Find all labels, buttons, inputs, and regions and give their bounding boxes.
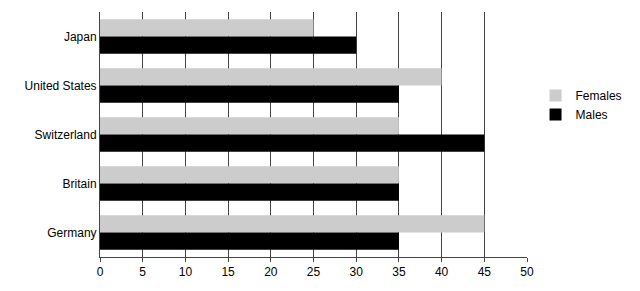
- svg-text:0: 0: [97, 265, 104, 279]
- svg-text:Switzerland: Switzerland: [35, 128, 97, 142]
- svg-text:10: 10: [179, 265, 193, 279]
- svg-text:20: 20: [264, 265, 278, 279]
- svg-text:Japan: Japan: [64, 30, 97, 44]
- svg-text:45: 45: [478, 265, 492, 279]
- svg-text:15: 15: [221, 265, 235, 279]
- svg-text:5: 5: [139, 265, 146, 279]
- svg-text:Britain: Britain: [63, 177, 97, 191]
- svg-text:30: 30: [350, 265, 364, 279]
- svg-text:Females: Females: [576, 89, 622, 103]
- svg-text:50: 50: [520, 265, 534, 279]
- svg-text:40: 40: [435, 265, 449, 279]
- svg-text:Germany: Germany: [47, 226, 96, 240]
- svg-text:Males: Males: [576, 108, 608, 122]
- svg-text:United States: United States: [25, 79, 97, 93]
- svg-text:25: 25: [307, 265, 321, 279]
- svg-text:35: 35: [392, 265, 406, 279]
